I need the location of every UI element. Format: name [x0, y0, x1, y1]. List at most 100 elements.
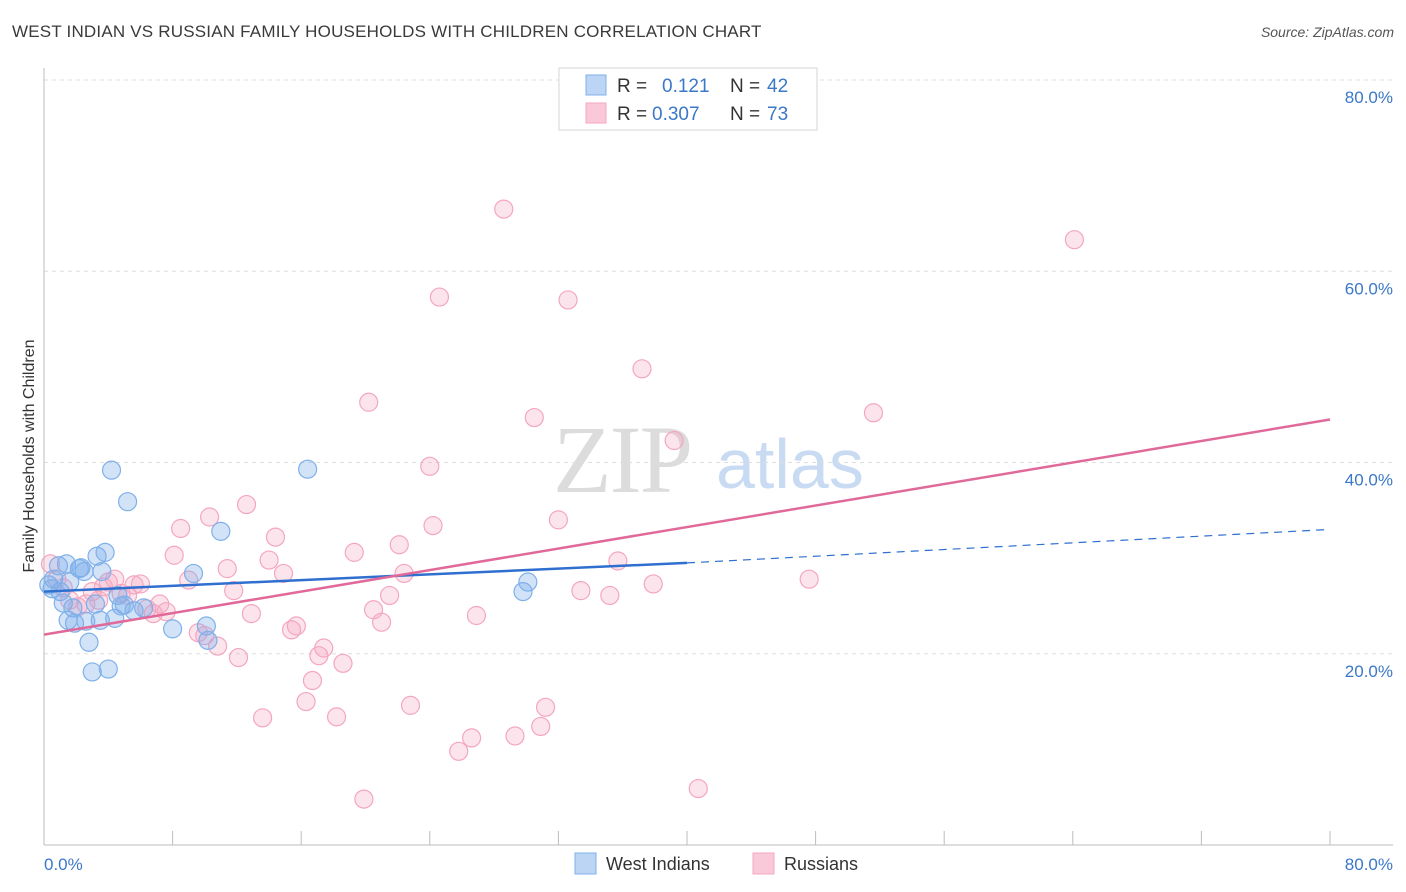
russians-point-36 [286, 616, 306, 636]
russians-point-28 [228, 647, 249, 668]
west-indians-point-23 [101, 460, 122, 480]
russians-point-20 [171, 518, 191, 539]
russians-point-40 [314, 638, 334, 658]
russians-point-31 [253, 708, 273, 728]
russians-point-66 [600, 585, 620, 606]
west-indians-point-13 [74, 561, 94, 582]
axes [43, 68, 1393, 846]
west-indians-point-15 [79, 632, 99, 652]
bottom-legend-swatch-west-indians [574, 852, 597, 875]
y-axis-title: Family Households with Children [21, 340, 38, 573]
west-indians-trend-line [43, 561, 688, 593]
west-indians-point-37 [513, 581, 533, 602]
west-indians-point-6 [56, 554, 77, 574]
russians-point-70 [664, 430, 684, 451]
west-indians-point-35 [211, 521, 231, 541]
russians-point-19 [164, 545, 184, 565]
russians-point-58 [494, 199, 514, 219]
west-indians-point-32 [183, 563, 204, 584]
russians-point-59 [505, 726, 525, 746]
watermark-atlas: atlas [716, 425, 864, 503]
russians-point-13 [124, 575, 144, 595]
chart-title: WEST INDIAN VS RUSSIAN FAMILY HOUSEHOLDS… [12, 22, 762, 41]
bottom-legend-swatch-russians [752, 852, 775, 875]
russians-point-18 [156, 602, 176, 622]
russians-point-42 [333, 653, 353, 673]
russians-point-44 [354, 789, 374, 809]
y-tick-label-60: 60.0% [1345, 279, 1393, 298]
west-indians-point-36 [298, 459, 318, 479]
russians-point-71 [688, 778, 708, 799]
bottom-legend-label-russians: Russians [784, 854, 858, 874]
west-indians-point-28 [117, 492, 138, 512]
russians-point-73 [863, 403, 884, 423]
russians-point-32 [259, 550, 279, 570]
russians-point-51 [400, 695, 421, 715]
west-indians-point-31 [163, 619, 183, 639]
legend-n-value-2: 73 [767, 104, 788, 125]
bottom-legend: West Indians Russians [574, 852, 858, 875]
russians-point-56 [461, 728, 482, 748]
russians-point-30 [241, 603, 261, 624]
west-indians-point-25 [108, 585, 128, 606]
legend-r-value-2: 0.307 [652, 104, 700, 125]
russians-point-68 [632, 359, 652, 379]
west-indians-point-21 [95, 542, 115, 562]
russians-point-74 [1064, 230, 1085, 250]
west-indians-point-27 [114, 595, 134, 615]
russians-point-24 [199, 507, 220, 527]
russians-point-65 [571, 581, 591, 601]
russians-point-41 [326, 707, 347, 727]
grid-lines [44, 79, 1393, 655]
legend-n-value-1: 42 [767, 76, 788, 97]
legend-r-label-1: R = [617, 76, 647, 97]
watermark-zip: ZIP [553, 406, 691, 513]
west-indians-point-16 [82, 662, 102, 682]
russians-point-60 [524, 407, 544, 428]
x-min-label: 0.0% [44, 855, 83, 874]
west-indians-point-20 [92, 561, 112, 582]
russians-point-37 [296, 691, 316, 712]
west-indians-point-9 [63, 598, 83, 618]
russians-point-53 [423, 516, 443, 536]
russians-point-64 [558, 290, 578, 310]
west-indians-point-22 [98, 659, 118, 679]
bottom-legend-label-west-indians: West Indians [606, 854, 710, 874]
russians-point-43 [344, 542, 364, 562]
russians-point-14 [130, 574, 151, 594]
russians-point-63 [548, 510, 569, 530]
west-indians-point-17 [85, 594, 106, 614]
legend: R = 0.121 N = 42 R = 0.307 N = 73 [558, 67, 818, 131]
west-indians-trend-extension [686, 528, 1331, 564]
legend-r-label-2: R = [617, 104, 647, 125]
x-max-label: 80.0% [1345, 855, 1393, 874]
west-indians-point-34 [198, 630, 218, 650]
russians-point-72 [799, 569, 819, 589]
west-indians-point-30 [134, 598, 154, 618]
west-indians-point-33 [196, 616, 216, 636]
russians-point-55 [449, 741, 469, 761]
y-tick-label-80: 80.0% [1345, 88, 1393, 107]
russians-point-62 [535, 697, 556, 717]
russians-point-48 [380, 585, 400, 606]
data-points [39, 199, 1085, 809]
y-tick-label-20: 20.0% [1345, 662, 1393, 681]
russians-point-5 [76, 594, 96, 614]
russians-point-38 [302, 670, 323, 691]
russians-point-26 [217, 559, 237, 579]
legend-r-value-1: 0.121 [662, 76, 710, 97]
russians-point-49 [389, 535, 409, 555]
russians-point-61 [531, 716, 551, 737]
russians-point-45 [359, 392, 379, 412]
russians-point-52 [420, 456, 440, 476]
russians-trend-line [43, 418, 1331, 636]
russians-point-17 [150, 594, 170, 614]
source-label: Source: ZipAtlas.com [1260, 24, 1394, 40]
russians-point-25 [208, 636, 228, 656]
russians-point-33 [265, 527, 286, 547]
legend-n-label-1: N = [730, 76, 760, 97]
y-tick-label-40: 40.0% [1345, 471, 1393, 490]
west-indians-point-38 [518, 572, 538, 592]
russians-point-57 [466, 605, 487, 626]
